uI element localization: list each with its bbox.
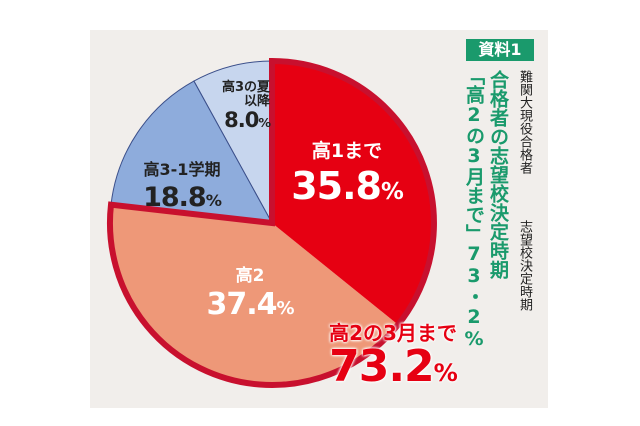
slice-unit: % (276, 298, 294, 319)
slice-label-q3-summer: 高3の夏 以降 8.0% (196, 80, 271, 132)
slice-label-q2: 高2 37.4% (200, 268, 300, 320)
slice-q3-term1 (110, 80, 273, 224)
slice-name: 高3-1学期 (143, 160, 221, 179)
slice-name: 高2 (235, 266, 265, 286)
slice-name-line2: 以降 (243, 94, 270, 109)
headline-line2: 「高2の3月まで」73・2% (463, 66, 485, 350)
slice-unit: % (205, 191, 222, 210)
slice-q1 (272, 61, 435, 325)
slice-q2 (109, 204, 399, 386)
highlight-callout: 高2の3月まで 73.2% (318, 323, 468, 389)
slice-value: 18.8 (143, 182, 207, 213)
headline-line1: 合格者の志望校決定時期 (487, 70, 509, 279)
slice-value: 8.0 (224, 108, 259, 132)
slice-name: 高3の夏 (221, 80, 270, 95)
callout-unit: % (433, 359, 458, 387)
highlight-outline (106, 57, 437, 388)
slice-unit: % (380, 179, 404, 205)
subtitle-part2: 志望校決定時期 (517, 220, 532, 311)
subtitle-part1: 難関大現役合格者 (517, 70, 532, 174)
slice-name: 高1まで (311, 140, 383, 162)
slice-value: 37.4 (206, 287, 277, 322)
slice-value: 35.8 (291, 164, 382, 208)
slice-label-q1: 高1まで 35.8% (282, 140, 412, 208)
callout-label: 高2の3月まで (329, 321, 457, 345)
slice-unit: % (258, 115, 271, 130)
slice-label-q3-term1: 高3-1学期 18.8% (112, 160, 252, 213)
source-badge: 資料1 (466, 39, 534, 61)
callout-value: 73.2 (329, 341, 435, 392)
